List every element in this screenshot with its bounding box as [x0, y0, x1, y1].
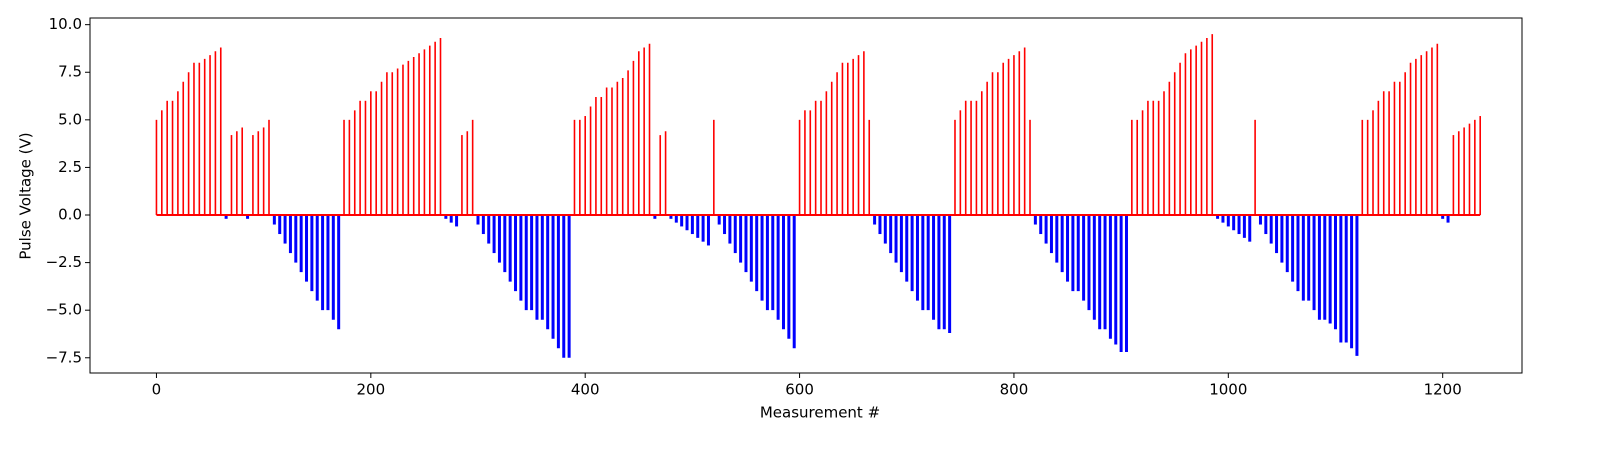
- x-tick-label: 1000: [1209, 381, 1247, 399]
- y-tick-label: −7.5: [46, 348, 82, 366]
- x-tick-label: 800: [1000, 381, 1029, 399]
- y-tick-label: −2.5: [46, 253, 82, 271]
- y-tick-label: −5.0: [46, 301, 82, 319]
- y-axis-label: Pulse Voltage (V): [17, 132, 35, 259]
- y-tick-label: 10.0: [49, 15, 82, 33]
- x-tick-label: 0: [152, 381, 162, 399]
- x-axis-label: Measurement #: [760, 404, 880, 422]
- y-tick-label: 7.5: [58, 63, 82, 81]
- y-tick-label: 5.0: [58, 110, 82, 128]
- x-tick-label: 600: [785, 381, 814, 399]
- x-tick-label: 200: [357, 381, 386, 399]
- y-tick-label: 0.0: [58, 206, 82, 224]
- plot-frame: [89, 17, 1523, 374]
- y-tick-label: 2.5: [58, 158, 82, 176]
- x-tick-label: 400: [571, 381, 600, 399]
- x-tick-label: 1200: [1424, 381, 1462, 399]
